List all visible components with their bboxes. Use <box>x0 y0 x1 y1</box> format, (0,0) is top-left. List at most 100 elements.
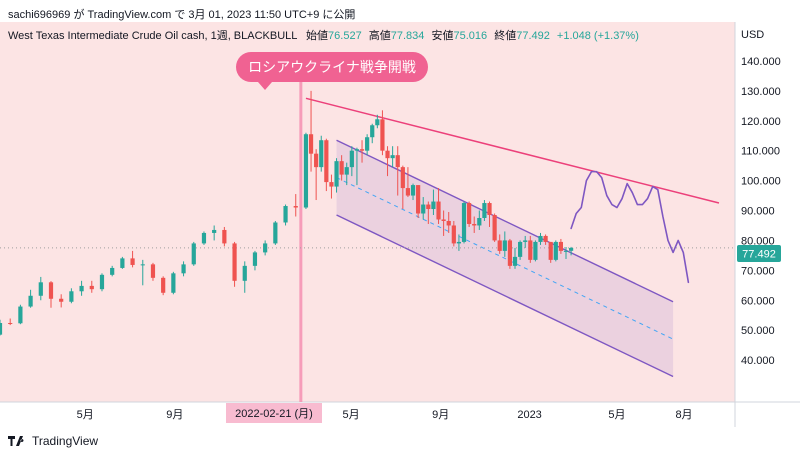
annotation-pointer <box>258 82 272 90</box>
candles-layer <box>0 90 574 336</box>
candle-body <box>390 155 395 159</box>
candle <box>191 241 196 266</box>
legend-open-label: 始値 <box>306 28 328 42</box>
y-tick-label: 80.000 <box>741 235 775 247</box>
candle <box>161 276 166 296</box>
candle-body <box>8 322 13 324</box>
candle <box>395 146 400 196</box>
candle <box>334 158 339 193</box>
legend-row: West Texas Intermediate Crude Oil cash, … <box>8 28 639 42</box>
candle-body <box>359 149 365 151</box>
footer-brand[interactable]: TradingView <box>8 432 98 450</box>
candle <box>385 146 390 177</box>
candle <box>344 162 349 186</box>
x-tick-label: 9月 <box>432 409 449 421</box>
brand-name: TradingView <box>32 434 99 448</box>
candle-body <box>0 322 3 335</box>
candle-body <box>410 185 416 196</box>
candle-body <box>385 150 390 159</box>
candle <box>456 234 462 251</box>
candle-body <box>400 167 405 189</box>
candle <box>232 241 237 287</box>
candle <box>507 238 513 269</box>
crosshair-date-text: 2022-02-21 (月) <box>235 408 313 420</box>
legend-close-label: 終値 <box>494 28 516 42</box>
candle-body <box>69 291 74 302</box>
x-tick-label: 9月 <box>166 409 183 421</box>
y-tick-label: 90.000 <box>741 206 775 218</box>
candle <box>120 256 125 269</box>
candle <box>405 167 411 198</box>
candle-body <box>329 182 334 187</box>
currency-label: USD <box>741 29 764 41</box>
candle-body <box>497 240 502 251</box>
candle-body <box>461 203 467 242</box>
candle-body <box>436 201 441 220</box>
candle <box>441 210 446 236</box>
candle-body <box>477 217 482 226</box>
candle <box>528 235 533 263</box>
candle-body <box>523 240 528 242</box>
candle <box>171 271 176 295</box>
candle <box>370 123 375 144</box>
candle <box>467 201 472 227</box>
legend-high-label: 高値 <box>369 28 391 42</box>
candle <box>538 232 543 245</box>
candle <box>303 132 309 210</box>
candle-body <box>451 225 456 244</box>
resistance-trendline <box>305 97 720 204</box>
candle-body <box>339 161 344 175</box>
y-tick-label: 60.000 <box>741 295 775 307</box>
candle-body <box>99 274 105 290</box>
candle <box>99 273 105 292</box>
candle <box>451 220 456 247</box>
candle <box>543 234 548 245</box>
candle-body <box>482 203 487 218</box>
candle-body <box>130 258 135 265</box>
candle-body <box>314 153 319 168</box>
legend-close-value: 77.492 <box>516 30 550 42</box>
candle <box>446 212 451 233</box>
candle-body <box>79 285 84 292</box>
candle-body <box>120 258 125 268</box>
y-tick-label: 50.000 <box>741 325 775 337</box>
candle-body <box>370 125 375 138</box>
candle-body <box>354 149 360 151</box>
chart-pane[interactable]: West Texas Intermediate Crude Oil cash, … <box>0 22 800 427</box>
candle <box>487 201 492 227</box>
candle <box>18 304 23 325</box>
y-tick-label: 140.000 <box>741 56 781 68</box>
x-tick-label: 5月 <box>608 409 625 421</box>
y-tick-label: 100.000 <box>741 176 781 188</box>
candle-body <box>558 241 564 251</box>
candle <box>400 165 405 210</box>
candle-body <box>349 150 354 168</box>
candle <box>319 135 324 172</box>
candle <box>263 240 268 256</box>
candle <box>518 240 523 260</box>
candle <box>150 262 156 281</box>
candle-body <box>380 119 385 151</box>
candle-body <box>507 240 513 266</box>
candle-body <box>533 241 538 260</box>
candle-body <box>232 243 237 281</box>
annotation-callout[interactable]: ロシアウクライナ戦争開戦 <box>236 52 428 90</box>
y-tick-label: 70.000 <box>741 265 775 277</box>
candle <box>212 225 217 241</box>
legend-high-value: 77.834 <box>391 30 425 42</box>
projection-path <box>570 170 690 284</box>
candle-body <box>252 252 258 266</box>
candle <box>482 200 487 221</box>
price-chart[interactable]: West Texas Intermediate Crude Oil cash, … <box>0 22 800 427</box>
legend-symbol: West Texas Intermediate Crude Oil cash, … <box>8 29 297 42</box>
candle-body <box>201 232 207 244</box>
x-tick-label: 8月 <box>675 409 692 421</box>
candle-body <box>344 167 349 175</box>
candle <box>354 147 360 186</box>
candle-body <box>308 134 314 154</box>
candle-body <box>212 229 217 233</box>
candle-body <box>518 241 523 257</box>
candle-body <box>48 282 54 299</box>
legend-change: +1.048 (+1.37%) <box>557 30 639 42</box>
candle <box>28 289 33 308</box>
